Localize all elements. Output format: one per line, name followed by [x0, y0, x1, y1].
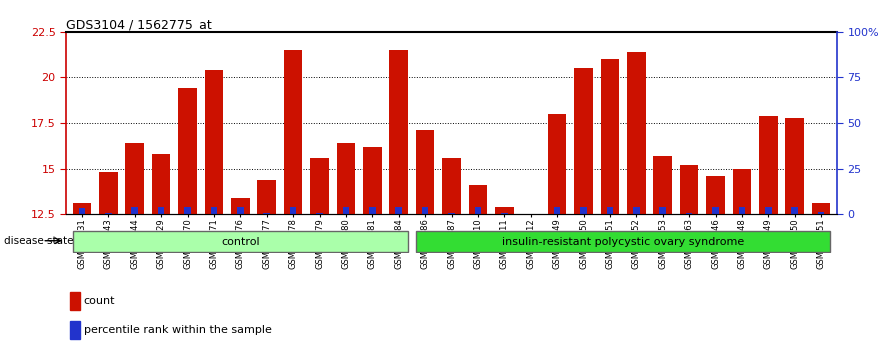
Bar: [178, 88, 196, 214]
Bar: [396, 207, 402, 214]
Bar: [791, 207, 798, 214]
Bar: [389, 50, 408, 214]
Text: insulin-resistant polycystic ovary syndrome: insulin-resistant polycystic ovary syndr…: [502, 236, 744, 247]
Bar: [131, 207, 138, 214]
Bar: [369, 207, 375, 214]
Bar: [686, 213, 692, 214]
Bar: [660, 207, 666, 214]
Bar: [738, 207, 745, 214]
Bar: [231, 198, 249, 214]
FancyBboxPatch shape: [416, 231, 831, 252]
Bar: [495, 207, 514, 214]
Text: disease state: disease state: [4, 236, 74, 246]
Bar: [158, 207, 165, 214]
Bar: [70, 321, 79, 339]
Bar: [759, 116, 778, 214]
Bar: [554, 207, 560, 214]
Bar: [469, 185, 487, 214]
Bar: [290, 207, 296, 214]
Bar: [448, 213, 455, 214]
Bar: [422, 207, 428, 214]
Bar: [712, 207, 719, 214]
Bar: [204, 70, 223, 214]
Bar: [475, 207, 481, 214]
Bar: [363, 147, 381, 214]
Bar: [607, 207, 613, 214]
Bar: [310, 158, 329, 214]
Bar: [184, 207, 191, 214]
Text: GDS3104 / 1562775_at: GDS3104 / 1562775_at: [66, 18, 211, 31]
Bar: [152, 154, 170, 214]
Bar: [812, 203, 831, 214]
Bar: [237, 207, 243, 214]
Bar: [633, 207, 640, 214]
Bar: [105, 213, 112, 214]
Bar: [581, 207, 587, 214]
Bar: [284, 50, 302, 214]
Bar: [72, 203, 91, 214]
Text: percentile rank within the sample: percentile rank within the sample: [84, 325, 271, 335]
Bar: [601, 59, 619, 214]
Bar: [125, 143, 144, 214]
Bar: [733, 169, 751, 214]
Bar: [627, 52, 646, 214]
Bar: [818, 212, 825, 214]
Text: control: control: [221, 236, 260, 247]
Bar: [501, 213, 507, 214]
Bar: [70, 292, 79, 310]
Bar: [416, 130, 434, 214]
Bar: [707, 176, 725, 214]
Text: count: count: [84, 296, 115, 306]
Bar: [765, 207, 772, 214]
Bar: [654, 156, 672, 214]
FancyBboxPatch shape: [72, 231, 408, 252]
Bar: [680, 165, 699, 214]
Bar: [99, 172, 117, 214]
Bar: [337, 143, 355, 214]
Bar: [574, 68, 593, 214]
Bar: [211, 207, 217, 214]
Bar: [442, 158, 461, 214]
Bar: [78, 208, 85, 214]
Bar: [263, 213, 270, 214]
Bar: [548, 114, 566, 214]
Bar: [786, 118, 804, 214]
Bar: [343, 207, 349, 214]
Bar: [257, 179, 276, 214]
Bar: [316, 213, 322, 214]
